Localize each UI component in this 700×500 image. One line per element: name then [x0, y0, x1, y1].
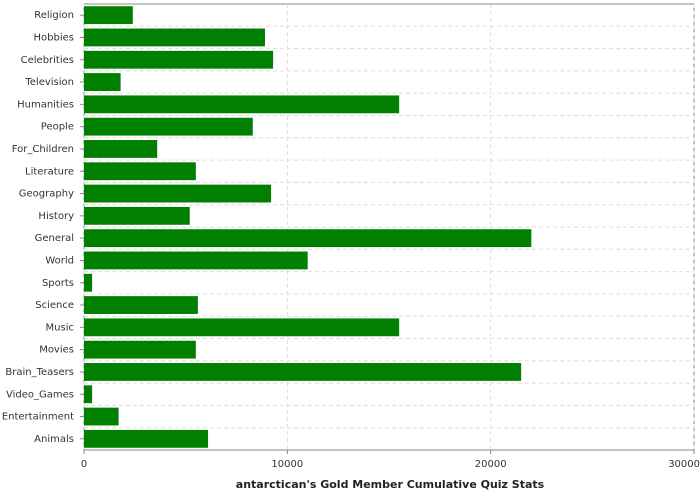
- x-tick-label: 10000: [271, 459, 303, 470]
- bar: [84, 6, 133, 25]
- y-tick-label: Music: [46, 322, 74, 333]
- y-tick-label: Humanities: [17, 99, 74, 110]
- bar: [84, 407, 119, 426]
- x-tick-label: 0: [81, 459, 87, 470]
- bar: [84, 229, 532, 248]
- bar: [84, 28, 265, 47]
- y-tick-label: General: [35, 233, 74, 244]
- y-tick-label: For_Children: [12, 144, 74, 155]
- y-tick-label: Geography: [19, 189, 74, 200]
- x-tick-label: 30000: [668, 459, 700, 470]
- x-tick-label: 20000: [475, 459, 507, 470]
- y-tick-label: Animals: [34, 434, 74, 445]
- bar: [84, 251, 308, 270]
- bar: [84, 50, 274, 69]
- bar: [84, 318, 400, 337]
- bar: [84, 95, 400, 114]
- bar: [84, 429, 209, 448]
- y-tick-label: Celebrities: [21, 55, 74, 66]
- bar: [84, 340, 196, 359]
- y-tick-label: Science: [35, 300, 74, 311]
- y-tick-label: People: [41, 122, 74, 133]
- bar: [84, 162, 196, 181]
- y-tick-label: Literature: [25, 166, 74, 177]
- bar: [84, 117, 253, 136]
- bar: [84, 184, 272, 203]
- y-tick-label: Video_Games: [6, 389, 74, 400]
- y-tick-label: Sports: [42, 278, 74, 289]
- y-tick-label: Religion: [34, 10, 74, 21]
- y-tick-label: Entertainment: [2, 412, 74, 423]
- bar: [84, 296, 198, 314]
- y-tick-label: Hobbies: [34, 32, 74, 43]
- y-tick-label: World: [45, 255, 74, 266]
- bar: [84, 385, 93, 404]
- y-tick-label: Television: [24, 77, 74, 88]
- y-tick-label: Movies: [39, 345, 74, 356]
- bar: [84, 206, 190, 225]
- bar: [84, 363, 522, 381]
- bar: [84, 73, 121, 91]
- y-tick-label: History: [38, 211, 74, 222]
- chart-title: antarctican's Gold Member Cumulative Qui…: [236, 478, 545, 491]
- y-tick-label: Brain_Teasers: [5, 367, 74, 378]
- bar: [84, 140, 158, 158]
- bar: [84, 273, 93, 292]
